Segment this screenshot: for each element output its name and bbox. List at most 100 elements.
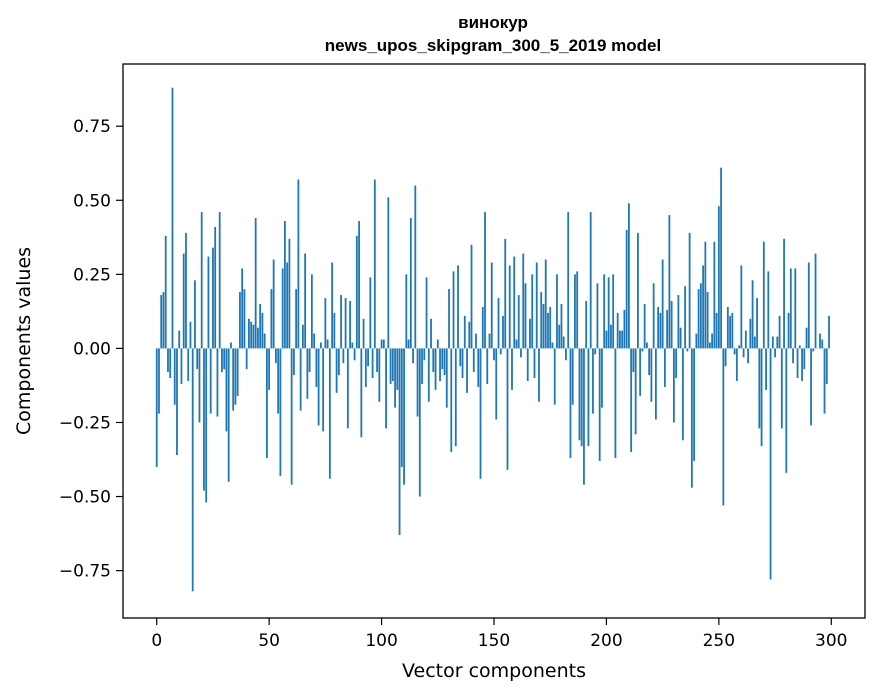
bar <box>450 348 453 453</box>
bar <box>785 348 788 473</box>
bar <box>434 348 437 390</box>
bar <box>522 253 525 349</box>
bar <box>578 348 581 441</box>
x-tick-label: 0 <box>151 631 162 651</box>
bar <box>533 348 536 379</box>
bar <box>367 348 369 367</box>
bar <box>495 348 498 420</box>
bar <box>729 315 731 349</box>
bar <box>353 348 356 361</box>
bar <box>333 312 336 349</box>
bar <box>506 348 509 470</box>
bar <box>452 271 455 349</box>
bar <box>499 348 502 355</box>
bar <box>610 324 612 349</box>
bar <box>740 265 743 349</box>
bar <box>167 348 169 373</box>
bar <box>286 262 289 349</box>
bar <box>232 348 235 411</box>
bar <box>400 348 403 467</box>
bar <box>526 348 529 381</box>
bar <box>733 348 736 355</box>
bar <box>520 348 522 358</box>
bar <box>713 241 716 349</box>
bar <box>580 348 583 447</box>
bar <box>412 348 414 364</box>
bar <box>475 333 477 349</box>
bar <box>560 303 563 349</box>
bar <box>717 206 720 349</box>
bar <box>234 348 237 405</box>
bar <box>313 333 316 349</box>
bar <box>477 348 480 387</box>
bar <box>787 312 790 349</box>
bar <box>472 348 475 373</box>
bar <box>191 348 194 592</box>
bar <box>470 244 473 349</box>
bar <box>346 348 349 429</box>
bar <box>661 259 664 349</box>
bar <box>243 289 246 349</box>
bar <box>227 348 230 482</box>
bar <box>360 348 363 438</box>
bar <box>592 348 594 414</box>
bar <box>180 348 183 384</box>
bar <box>603 274 606 349</box>
bar <box>405 274 408 349</box>
bar <box>810 348 812 426</box>
bar <box>765 348 767 390</box>
bar <box>185 232 187 349</box>
y-tick-label: 0.50 <box>73 191 111 211</box>
bar <box>742 348 745 358</box>
bar <box>619 330 621 349</box>
bar <box>628 203 630 349</box>
bar <box>650 348 653 402</box>
bar <box>187 348 190 381</box>
y-tick-label: 0.75 <box>73 117 111 137</box>
x-tick-label: 150 <box>478 631 510 651</box>
bar <box>281 268 284 349</box>
bar <box>735 348 738 381</box>
bar <box>776 336 779 349</box>
bar <box>355 235 358 349</box>
bar <box>443 348 446 376</box>
bar <box>304 253 307 349</box>
bar <box>245 348 248 370</box>
bar <box>688 232 691 349</box>
bar <box>686 348 689 352</box>
bar <box>164 235 167 349</box>
bar <box>254 218 257 349</box>
y-axis-label: Components values <box>13 247 35 435</box>
bar <box>169 348 172 379</box>
bar <box>544 259 547 349</box>
bar <box>715 312 718 349</box>
bar <box>322 348 325 432</box>
bar <box>461 348 464 379</box>
bar <box>297 179 300 349</box>
bar <box>445 348 448 408</box>
bar <box>720 167 722 349</box>
bar <box>515 339 518 349</box>
bar <box>646 342 648 349</box>
bar <box>513 256 516 349</box>
bar <box>529 318 531 349</box>
bar <box>711 333 713 349</box>
bar <box>612 274 615 349</box>
bar <box>209 348 212 414</box>
bar <box>504 238 507 349</box>
bar <box>225 348 228 432</box>
bar <box>652 283 655 349</box>
bar <box>798 345 801 349</box>
bar <box>261 312 264 349</box>
bar <box>362 318 365 349</box>
bar <box>738 345 740 349</box>
y-tick-label: −0.75 <box>59 562 111 582</box>
x-tick-label: 100 <box>365 631 397 651</box>
bar <box>457 265 459 349</box>
bar <box>196 348 199 370</box>
bar <box>387 197 390 349</box>
bar <box>484 212 486 349</box>
bar <box>535 262 538 349</box>
bar <box>162 292 165 349</box>
